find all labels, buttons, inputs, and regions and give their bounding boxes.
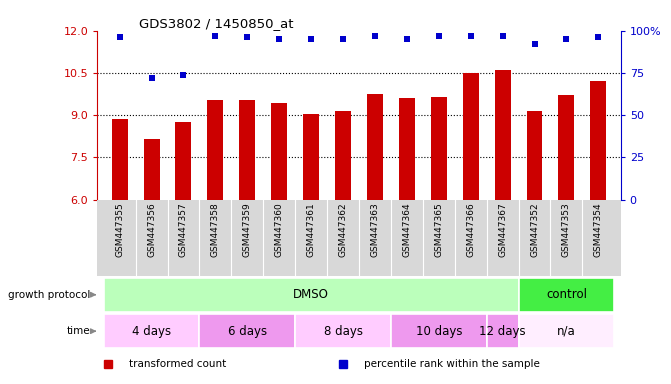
Bar [199,314,295,348]
Bar [519,278,614,311]
Bar [431,97,447,200]
Bar [399,98,415,200]
Point [242,35,253,41]
Text: 10 days: 10 days [415,325,462,338]
Text: 12 days: 12 days [479,325,526,338]
Text: control: control [546,288,587,301]
Point [338,36,348,42]
Bar [176,122,191,200]
Text: percentile rank within the sample: percentile rank within the sample [364,359,540,369]
Bar [558,96,574,200]
Bar [295,314,391,348]
Point [114,35,125,41]
Point [370,33,380,39]
Text: GSM447364: GSM447364 [403,202,411,257]
Point [306,36,317,42]
Text: GSM447363: GSM447363 [370,202,379,257]
Text: GSM447367: GSM447367 [498,202,507,257]
Text: GSM447362: GSM447362 [339,202,348,257]
Text: GSM447361: GSM447361 [307,202,315,257]
Bar [495,70,511,200]
Text: 8 days: 8 days [323,325,362,338]
Text: DMSO: DMSO [293,288,329,301]
Bar [335,111,351,200]
Point [178,71,189,78]
Point [497,33,508,39]
Bar [144,139,160,200]
Text: GSM447357: GSM447357 [179,202,188,257]
Bar [590,81,607,200]
Bar [111,119,127,200]
Bar [391,314,486,348]
Point [210,33,221,39]
Text: GSM447359: GSM447359 [243,202,252,257]
Text: GSM447356: GSM447356 [147,202,156,257]
Text: GSM447354: GSM447354 [594,202,603,257]
Point [433,33,444,39]
Text: GDS3802 / 1450850_at: GDS3802 / 1450850_at [139,17,294,30]
Bar [271,103,287,200]
Text: GSM447353: GSM447353 [562,202,571,257]
Text: 4 days: 4 days [132,325,171,338]
Bar [240,100,255,200]
Text: GSM447358: GSM447358 [211,202,220,257]
Text: GSM447352: GSM447352 [530,202,539,257]
Bar [486,314,519,348]
Bar [367,94,383,200]
Bar [519,314,614,348]
Text: 6 days: 6 days [227,325,267,338]
Bar [527,111,542,200]
Bar [463,73,478,200]
Text: time: time [67,326,91,336]
Bar [104,314,199,348]
Point [561,36,572,42]
Point [465,33,476,39]
Text: GSM447355: GSM447355 [115,202,124,257]
Point [593,35,604,41]
Text: n/a: n/a [557,325,576,338]
Bar [104,278,519,311]
Text: GSM447360: GSM447360 [274,202,284,257]
Point [274,36,285,42]
Text: GSM447366: GSM447366 [466,202,475,257]
Text: transformed count: transformed count [129,359,226,369]
Text: growth protocol: growth protocol [8,290,91,300]
Bar [303,114,319,200]
Text: GSM447365: GSM447365 [434,202,444,257]
Point [529,41,540,47]
Point [401,36,412,42]
Point [146,75,157,81]
Bar [207,100,223,200]
